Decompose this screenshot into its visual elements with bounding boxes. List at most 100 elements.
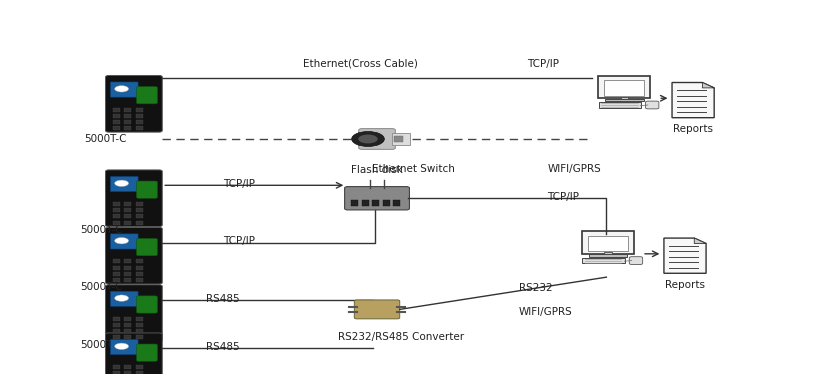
- Text: Reports: Reports: [673, 124, 713, 134]
- FancyBboxPatch shape: [106, 76, 162, 132]
- Bar: [136, 323, 143, 327]
- Bar: [124, 272, 131, 276]
- Bar: [136, 120, 143, 124]
- Polygon shape: [672, 82, 715, 118]
- Bar: [124, 335, 131, 339]
- Bar: [112, 120, 120, 124]
- FancyBboxPatch shape: [136, 239, 157, 256]
- Bar: [599, 76, 650, 98]
- Bar: [112, 329, 120, 333]
- Bar: [136, 266, 143, 270]
- Bar: [136, 329, 143, 333]
- Bar: [112, 278, 120, 282]
- FancyBboxPatch shape: [110, 339, 138, 355]
- Bar: [383, 200, 390, 206]
- Bar: [112, 220, 120, 225]
- Bar: [112, 335, 120, 339]
- Bar: [599, 102, 641, 108]
- Bar: [124, 202, 131, 206]
- Bar: [124, 377, 131, 378]
- Text: TCP/IP: TCP/IP: [527, 59, 559, 69]
- Bar: [604, 81, 644, 96]
- Text: RS485: RS485: [206, 294, 240, 304]
- Bar: [124, 220, 131, 225]
- Bar: [124, 323, 131, 327]
- Bar: [124, 208, 131, 212]
- FancyBboxPatch shape: [345, 187, 409, 210]
- Text: Ethernet Switch: Ethernet Switch: [372, 164, 455, 174]
- Bar: [124, 278, 131, 282]
- Text: TCP/IP: TCP/IP: [223, 236, 256, 246]
- Bar: [112, 317, 120, 321]
- Bar: [582, 258, 625, 263]
- FancyBboxPatch shape: [354, 300, 399, 319]
- Text: TCP/IP: TCP/IP: [223, 179, 256, 189]
- Text: WIFI/GPRS: WIFI/GPRS: [519, 307, 572, 317]
- Bar: [136, 317, 143, 321]
- FancyBboxPatch shape: [110, 177, 138, 192]
- Circle shape: [115, 295, 128, 301]
- Bar: [112, 208, 120, 212]
- Bar: [136, 126, 143, 130]
- Bar: [136, 208, 143, 212]
- Bar: [112, 377, 120, 378]
- FancyBboxPatch shape: [136, 87, 157, 104]
- Text: RS232: RS232: [519, 283, 552, 293]
- Circle shape: [115, 237, 128, 244]
- Text: Flash disk: Flash disk: [351, 165, 403, 175]
- Bar: [582, 231, 633, 254]
- Circle shape: [115, 343, 128, 350]
- Bar: [124, 114, 131, 118]
- Bar: [351, 200, 358, 206]
- Bar: [588, 236, 629, 251]
- Bar: [392, 133, 410, 145]
- FancyBboxPatch shape: [359, 129, 395, 149]
- Bar: [124, 329, 131, 333]
- FancyBboxPatch shape: [646, 101, 659, 109]
- FancyBboxPatch shape: [110, 234, 138, 249]
- Bar: [136, 278, 143, 282]
- FancyBboxPatch shape: [106, 170, 162, 226]
- Bar: [136, 377, 143, 378]
- FancyBboxPatch shape: [136, 344, 157, 361]
- Bar: [124, 126, 131, 130]
- Bar: [605, 99, 643, 101]
- Circle shape: [115, 180, 128, 186]
- Bar: [112, 108, 120, 112]
- Bar: [112, 126, 120, 130]
- Bar: [394, 136, 403, 142]
- Text: 5000T-C: 5000T-C: [80, 282, 122, 292]
- Bar: [362, 200, 369, 206]
- Circle shape: [115, 86, 128, 92]
- Bar: [124, 120, 131, 124]
- Bar: [136, 202, 143, 206]
- FancyBboxPatch shape: [629, 257, 643, 265]
- FancyBboxPatch shape: [110, 291, 138, 307]
- Text: 5000T-C: 5000T-C: [80, 339, 122, 350]
- Bar: [112, 323, 120, 327]
- Bar: [136, 220, 143, 225]
- Text: RS485: RS485: [206, 342, 240, 352]
- Polygon shape: [702, 82, 715, 88]
- Bar: [112, 114, 120, 118]
- Circle shape: [358, 135, 378, 143]
- FancyBboxPatch shape: [106, 333, 162, 378]
- Bar: [136, 365, 143, 369]
- Bar: [589, 254, 628, 257]
- FancyBboxPatch shape: [106, 285, 162, 341]
- Text: 5000T-C: 5000T-C: [84, 134, 127, 144]
- Bar: [124, 371, 131, 375]
- Bar: [136, 259, 143, 263]
- Bar: [620, 97, 628, 99]
- Bar: [112, 371, 120, 375]
- Bar: [136, 108, 143, 112]
- Bar: [136, 272, 143, 276]
- Bar: [124, 365, 131, 369]
- Bar: [124, 214, 131, 218]
- Text: 5000T-C: 5000T-C: [80, 225, 122, 235]
- Bar: [136, 214, 143, 218]
- Text: Ethernet(Cross Cable): Ethernet(Cross Cable): [304, 59, 418, 69]
- Bar: [112, 202, 120, 206]
- Bar: [112, 259, 120, 263]
- Bar: [124, 259, 131, 263]
